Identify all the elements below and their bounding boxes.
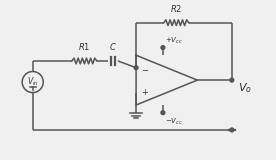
Text: $V_{in}$: $V_{in}$ [27, 76, 39, 88]
Circle shape [161, 111, 165, 115]
Text: $+V_{cc}$: $+V_{cc}$ [165, 36, 183, 46]
Text: $R2$: $R2$ [170, 3, 182, 14]
Circle shape [230, 78, 234, 82]
Text: $C$: $C$ [109, 41, 117, 52]
Text: $+$: $+$ [141, 87, 149, 97]
Circle shape [134, 66, 138, 70]
Text: $V_o$: $V_o$ [238, 81, 251, 95]
Circle shape [161, 46, 165, 49]
Text: $-$: $-$ [141, 64, 149, 73]
Text: $R1$: $R1$ [78, 41, 91, 52]
Text: $-V_{cc}$: $-V_{cc}$ [165, 116, 183, 127]
Circle shape [230, 128, 234, 132]
